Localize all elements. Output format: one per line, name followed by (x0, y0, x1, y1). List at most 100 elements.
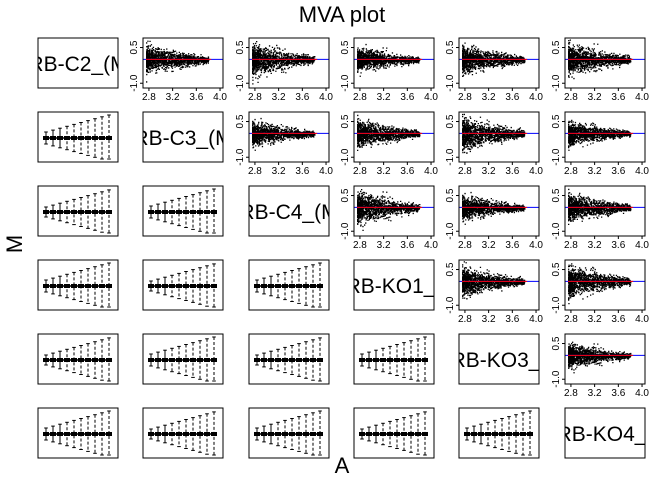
y-tick-label: 0.5 (551, 336, 562, 350)
x-tick-label: 2.8 (458, 92, 472, 103)
panel-frame (458, 407, 540, 459)
panel-frame (353, 259, 435, 311)
panel-2-0 (37, 185, 119, 237)
x-tick-label: 3.6 (611, 166, 625, 177)
panel-3-1 (142, 259, 224, 311)
scatter-point-cloud (357, 114, 421, 151)
panel-3-4: 2.8 3.2 3.6 4.0 -1.0 0.5 (445, 259, 543, 325)
scatter-points (462, 113, 526, 154)
x-tick-label: 3.2 (482, 314, 496, 325)
x-tick-label: 4.0 (635, 92, 649, 103)
panel-frame (248, 111, 330, 163)
x-tick-label: 2.8 (564, 314, 578, 325)
x-tick-label: 2.8 (353, 240, 367, 251)
x-tick-label: 4.0 (635, 388, 649, 399)
panel-frame (248, 407, 330, 459)
sample-label: RB-KO3_( (451, 349, 548, 372)
panel-frame (142, 185, 224, 237)
panel-frame (564, 111, 646, 163)
x-tick-label: 3.2 (166, 92, 180, 103)
boxplots (43, 262, 112, 308)
scatter-points (357, 189, 421, 231)
panel-0-5: 2.8 3.2 3.6 4.0 -1.0 0.5 (551, 37, 649, 103)
panel-frame (248, 333, 330, 385)
sample-label: RB-KO1_( (346, 275, 443, 298)
x-tick-label: 2.8 (353, 92, 367, 103)
panel-2-1 (142, 185, 224, 237)
y-axis-label: M (2, 235, 27, 253)
panel-3-0 (37, 259, 119, 311)
x-tick-label: 4.0 (529, 166, 543, 177)
x-tick-label: 4.0 (529, 240, 543, 251)
panel-0-3: 2.8 3.2 3.6 4.0 -1.0 0.5 (340, 37, 438, 103)
scatter-point-cloud (357, 43, 421, 77)
x-tick-label: 3.6 (611, 388, 625, 399)
panel-5-3 (353, 407, 435, 459)
x-tick-label: 2.8 (248, 166, 262, 177)
panel-3-5: 2.8 3.2 3.6 4.0 -1.0 0.5 (551, 259, 649, 325)
boxplots (254, 262, 323, 308)
x-tick-label: 3.6 (505, 166, 519, 177)
panel-4-1 (142, 333, 224, 385)
panel-frame (37, 111, 119, 163)
sample-label: RB-C3_(M (133, 127, 232, 150)
panel-1-3: 2.8 3.2 3.6 4.0 -1.0 0.5 (340, 111, 438, 177)
y-tick-label: 0.5 (445, 262, 456, 276)
panel-2-2: RB-C4_(M (239, 185, 338, 237)
boxplots (148, 336, 217, 382)
x-tick-label: 2.8 (564, 388, 578, 399)
panel-frame (142, 37, 224, 89)
panel-frame (353, 185, 435, 237)
x-tick-label: 3.2 (482, 92, 496, 103)
panel-frame (37, 259, 119, 311)
y-tick-label: 0.5 (235, 114, 246, 128)
y-tick-label: -1.0 (340, 148, 351, 166)
panel-1-5: 2.8 3.2 3.6 4.0 -1.0 0.5 (551, 111, 649, 177)
y-tick-label: -1.0 (340, 74, 351, 92)
panel-frame (564, 37, 646, 89)
x-tick-label: 2.8 (564, 240, 578, 251)
x-tick-label: 4.0 (635, 166, 649, 177)
y-tick-label: -1.0 (551, 222, 562, 240)
x-tick-label: 4.0 (213, 92, 227, 103)
y-tick-label: 0.5 (129, 40, 140, 54)
scatter-points (252, 117, 316, 151)
y-tick-label: 0.5 (551, 40, 562, 54)
y-tick-label: 0.5 (551, 188, 562, 202)
panel-frame (248, 259, 330, 311)
panel-frame (564, 333, 646, 385)
scatter-points (357, 114, 421, 151)
x-tick-label: 4.0 (319, 92, 333, 103)
x-tick-label: 3.6 (611, 92, 625, 103)
panel-frame (564, 407, 646, 459)
x-tick-label: 3.2 (588, 240, 602, 251)
x-tick-label: 3.2 (588, 166, 602, 177)
panel-4-4: RB-KO3_( (451, 333, 548, 385)
panel-5-1 (142, 407, 224, 459)
x-tick-label: 4.0 (319, 166, 333, 177)
panel-frame (142, 259, 224, 311)
x-tick-label: 3.6 (611, 314, 625, 325)
scatter-points (146, 40, 210, 83)
x-tick-label: 3.2 (377, 240, 391, 251)
x-tick-label: 3.6 (295, 92, 309, 103)
scatter-points (462, 191, 526, 225)
scatter-point-cloud (357, 189, 421, 231)
x-tick-label: 2.8 (142, 92, 156, 103)
x-tick-label: 3.6 (189, 92, 203, 103)
boxplots (148, 188, 217, 234)
panel-frame (37, 333, 119, 385)
x-tick-label: 3.6 (400, 166, 414, 177)
sample-label: RB-C4_(M (239, 201, 338, 224)
panel-frame (564, 185, 646, 237)
scatter-points (568, 188, 632, 225)
x-tick-label: 2.8 (458, 314, 472, 325)
boxplots (254, 410, 323, 456)
panel-2-5: 2.8 3.2 3.6 4.0 -1.0 0.5 (551, 185, 649, 251)
sample-label: RB-C2_(M (28, 53, 127, 76)
x-tick-label: 3.6 (505, 92, 519, 103)
y-tick-label: -1.0 (445, 148, 456, 166)
panel-frame (458, 111, 540, 163)
y-tick-label: 0.5 (445, 188, 456, 202)
